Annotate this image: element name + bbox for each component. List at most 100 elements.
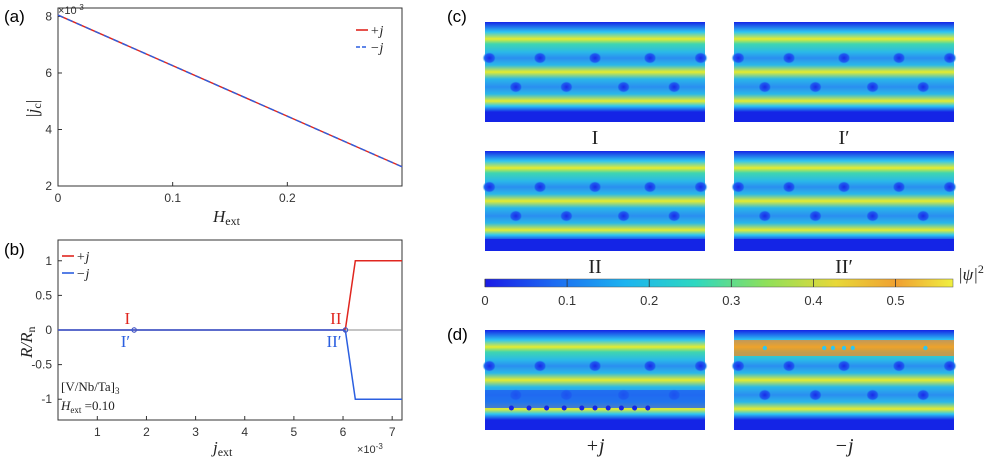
- chart-b-xtick-label: 1: [94, 425, 101, 439]
- map-c-1-map-field: [485, 22, 705, 122]
- map-c-2-vortex: [916, 81, 931, 93]
- chart-a: 0 0.1 0.2 2 4 6 8 ×10-3 Hext |jc| +j −j: [23, 3, 403, 228]
- map-d-2-vortex: [916, 389, 931, 401]
- map-d-2-vortex: [808, 389, 823, 401]
- map-d-1-vortex-chain: [579, 405, 585, 411]
- colorbar-bar: [484, 278, 954, 288]
- map-d-1-map: [482, 330, 708, 430]
- map-d-1-map-field: [485, 330, 705, 430]
- map-d-2-vortex-chain: [830, 345, 836, 351]
- chart-a-xtick-label: 0.1: [164, 191, 181, 205]
- map-c-3-vortex: [559, 210, 574, 222]
- map-d-2-vortex-chain: [762, 345, 767, 351]
- map-d-1-vortex-chain: [645, 405, 651, 411]
- map-c-2-vortex: [837, 52, 851, 64]
- maps-d: +j −j: [482, 330, 957, 457]
- chart-a-legend: +j −j: [356, 24, 383, 56]
- map-c-3-vortex: [643, 181, 657, 193]
- colorbar-ticks: 0 0.1 0.2 0.3 0.4 0.5: [481, 279, 905, 308]
- map-c-1-vortex: [482, 52, 497, 64]
- map-c-2-vortex: [757, 81, 772, 93]
- chart-b-marker-label: I′: [121, 332, 130, 351]
- map-d-2-vortex-chain: [841, 345, 847, 351]
- map-c-3-vortex: [508, 210, 523, 222]
- map-c-1-vortex: [508, 81, 523, 93]
- map-c-3-edge: [485, 239, 705, 251]
- map-c-1-vortex: [588, 52, 602, 64]
- map-c-1-vortex: [693, 52, 708, 64]
- chart-b-annotation-2: Hext =0.10: [60, 398, 115, 415]
- map-c-3-vortex: [588, 181, 602, 193]
- chart-b-marker-point: [342, 327, 349, 333]
- map-c-3-vortex: [616, 210, 631, 222]
- map-c-2-vortex: [782, 52, 796, 64]
- chart-b-ylabel: R/Rn: [17, 327, 38, 360]
- panel-label-d: (d): [447, 325, 468, 344]
- chart-b-xtick-label: 7: [389, 425, 396, 439]
- map-c-1-map: [482, 22, 708, 122]
- map-c-3-vortex: [533, 181, 547, 193]
- chart-a-legend-item-2: −j: [370, 41, 383, 56]
- colorbar: 0 0.1 0.2 0.3 0.4 0.5 |ψ|2: [481, 262, 984, 308]
- chart-a-frame: [57, 7, 403, 187]
- chart-a-ytick-label: 6: [45, 66, 52, 80]
- chart-a-xtick-label: 0.2: [279, 191, 296, 205]
- map-c-1-vortex: [559, 81, 574, 93]
- chart-b-ytick-label: 0.5: [35, 288, 52, 302]
- map-c-3-vortex: [482, 181, 497, 193]
- map-c-1-vortex: [643, 52, 657, 64]
- colorbar-tick-label: 0.1: [558, 293, 576, 308]
- map-c-3-vortex: [693, 181, 708, 193]
- map-c-4-vortex: [892, 181, 906, 193]
- map-c-4-vortex: [837, 181, 851, 193]
- map-c-4-map-field: [734, 151, 954, 251]
- chart-a-y-scale: ×10-3: [58, 3, 84, 17]
- map-d-2-vortex: [757, 389, 772, 401]
- map-c-4-vortex: [757, 210, 772, 222]
- map-c-3-vortex: [667, 210, 682, 222]
- chart-b-xtick-label: 3: [192, 425, 199, 439]
- chart-b-xtick-label: 2: [143, 425, 150, 439]
- map-d-2-vortex: [892, 360, 906, 372]
- map-c-4-edge: [734, 239, 954, 251]
- map-d-label: −j: [834, 435, 853, 457]
- map-c-4-vortex: [916, 210, 931, 222]
- map-d-2-vortex: [865, 389, 880, 401]
- chart-b-xtick-label: 6: [340, 425, 347, 439]
- map-d-1-vortex: [588, 360, 602, 372]
- chart-a-xlabel: Hext: [212, 207, 241, 228]
- colorbar-tick-label: 0.5: [886, 293, 904, 308]
- map-d-label: +j: [585, 435, 604, 457]
- map-d-1-vortex-chain: [561, 405, 567, 411]
- chart-b-series-1: [58, 260, 402, 331]
- chart-b-legend-item-2: −j: [76, 267, 89, 282]
- chart-b-legend-item-1: +j: [76, 250, 89, 265]
- map-c-label: II′: [835, 256, 853, 278]
- chart-a-ytick-label: 2: [45, 179, 52, 193]
- chart-a-series: [57, 14, 403, 168]
- map-d-1-vortex: [693, 360, 708, 372]
- map-c-2-vortex: [942, 52, 957, 64]
- maps-c: I I′II II′: [482, 22, 957, 278]
- map-d-1-vortex-chain: [605, 405, 611, 411]
- map-c-4-vortex: [731, 181, 746, 193]
- map-c-4-vortex: [942, 181, 957, 193]
- chart-b-ytick-label: -1: [41, 392, 52, 406]
- colorbar-tick-label: 0.4: [804, 293, 822, 308]
- chart-b-annotation-1: [V/Nb/Ta]3: [61, 379, 120, 396]
- chart-b-ytick-label: -0.5: [31, 358, 52, 372]
- chart-a-series-1: [57, 14, 403, 168]
- panel-label-b: (b): [4, 240, 25, 259]
- chart-a-ticks: 0 0.1 0.2 2 4 6 8: [45, 9, 296, 205]
- chart-b-x-scale: ×10-3: [357, 442, 383, 456]
- map-d-1-vortex: [643, 360, 657, 372]
- map-c-2-vortex: [892, 52, 906, 64]
- map-d-2-vortex: [837, 360, 851, 372]
- map-d-2-vortex-chain: [822, 345, 827, 351]
- chart-b-ytick-label: 0: [45, 323, 52, 337]
- chart-b-series-2: [58, 329, 402, 400]
- map-c-4-vortex: [808, 210, 823, 222]
